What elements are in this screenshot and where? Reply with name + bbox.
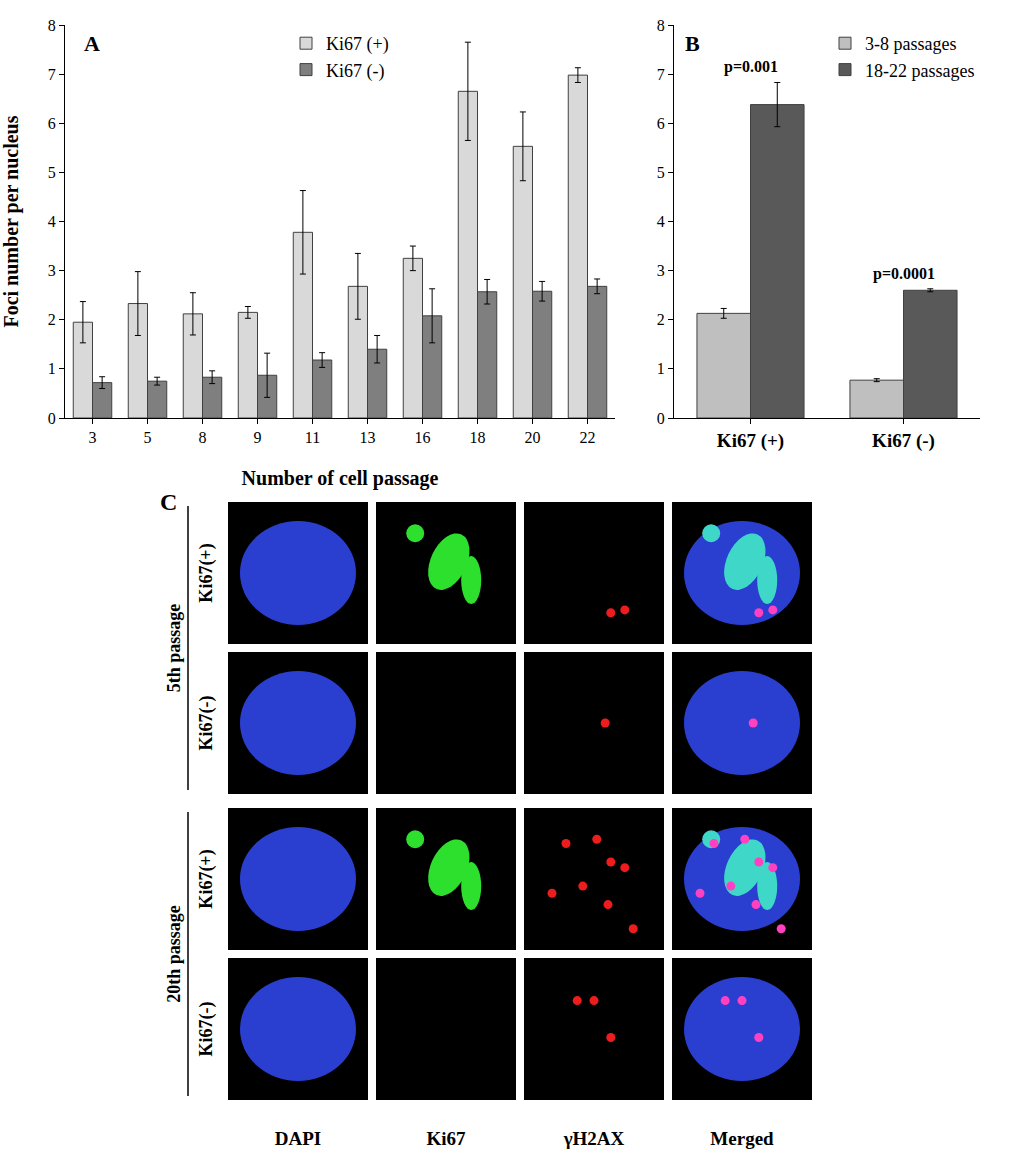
- svg-text:Ki67(+): Ki67(+): [196, 849, 217, 908]
- svg-text:A: A: [84, 31, 100, 56]
- svg-text:4: 4: [48, 213, 56, 230]
- svg-text:8: 8: [657, 17, 665, 34]
- svg-text:Ki67(-): Ki67(-): [196, 1002, 217, 1057]
- svg-text:Ki67 (-): Ki67 (-): [326, 61, 384, 82]
- svg-text:2: 2: [657, 311, 665, 328]
- svg-text:Ki67 (+): Ki67 (+): [717, 430, 784, 452]
- svg-text:1: 1: [48, 360, 56, 377]
- svg-text:Ki67: Ki67: [426, 1128, 466, 1149]
- svg-text:22: 22: [580, 429, 596, 446]
- svg-text:p=0.0001: p=0.0001: [873, 265, 935, 283]
- svg-text:γH2AX: γH2AX: [563, 1128, 625, 1149]
- svg-text:8: 8: [48, 17, 56, 34]
- svg-text:9: 9: [254, 429, 262, 446]
- svg-text:Ki67(+): Ki67(+): [196, 543, 217, 602]
- svg-text:3-8 passages: 3-8 passages: [865, 34, 956, 54]
- svg-text:20th passage: 20th passage: [164, 905, 184, 1003]
- svg-text:18-22 passages: 18-22 passages: [865, 61, 974, 81]
- svg-text:3: 3: [48, 262, 56, 279]
- svg-text:Merged: Merged: [710, 1128, 774, 1149]
- svg-text:Ki67 (-): Ki67 (-): [872, 430, 935, 452]
- svg-text:8: 8: [199, 429, 207, 446]
- svg-text:11: 11: [305, 429, 320, 446]
- svg-text:5: 5: [657, 164, 665, 181]
- svg-text:7: 7: [657, 66, 665, 83]
- svg-text:DAPI: DAPI: [275, 1128, 321, 1149]
- svg-text:C: C: [160, 490, 177, 515]
- svg-text:2: 2: [48, 311, 56, 328]
- svg-text:5: 5: [48, 164, 56, 181]
- svg-text:5: 5: [144, 429, 152, 446]
- svg-text:3: 3: [89, 429, 97, 446]
- svg-text:13: 13: [360, 429, 376, 446]
- svg-text:0: 0: [657, 410, 665, 427]
- svg-text:Ki67(-): Ki67(-): [196, 696, 217, 751]
- svg-text:3: 3: [657, 262, 665, 279]
- svg-text:Foci number per nucleus: Foci number per nucleus: [0, 115, 23, 327]
- svg-text:4: 4: [657, 213, 665, 230]
- svg-text:Number of cell passage: Number of cell passage: [242, 467, 439, 490]
- svg-text:1: 1: [657, 360, 665, 377]
- svg-text:7: 7: [48, 66, 56, 83]
- svg-text:0: 0: [48, 410, 56, 427]
- svg-text:6: 6: [657, 115, 665, 132]
- svg-text:6: 6: [48, 115, 56, 132]
- svg-text:16: 16: [415, 429, 431, 446]
- svg-text:p=0.001: p=0.001: [724, 58, 778, 76]
- svg-text:18: 18: [470, 429, 486, 446]
- svg-text:20: 20: [525, 429, 541, 446]
- svg-text:5th passage: 5th passage: [164, 604, 184, 693]
- svg-text:Ki67 (+): Ki67 (+): [326, 34, 389, 55]
- svg-text:B: B: [685, 31, 700, 56]
